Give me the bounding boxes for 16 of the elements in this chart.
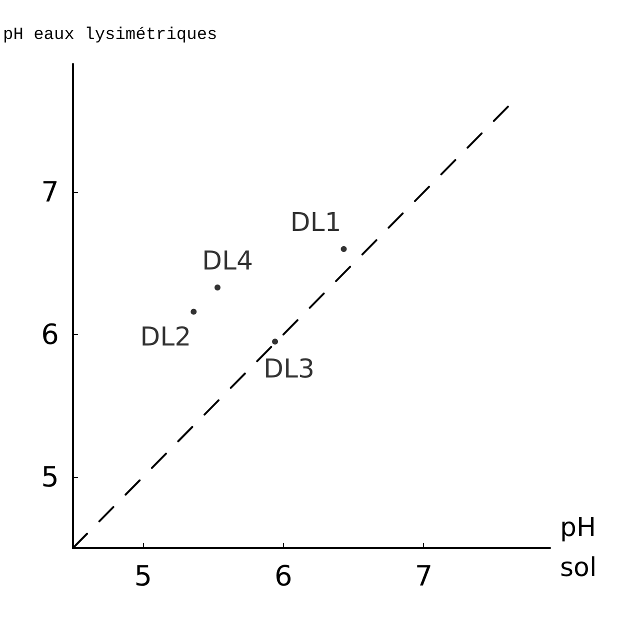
x-tick-label: 5 (134, 560, 152, 592)
point (272, 338, 278, 345)
y-axis-title: pH eaux lysimétriques (3, 26, 218, 45)
point (340, 246, 347, 252)
y-tick-label: 5 (41, 460, 59, 494)
x-tick-label: 6 (274, 560, 292, 592)
annotation: DL4 (202, 246, 254, 276)
y-tick-label: 6 (41, 318, 59, 351)
point (214, 284, 221, 290)
annotation: DL1 (290, 208, 342, 238)
x-axis-title: pH sol (560, 513, 597, 583)
y-tick-label: 7 (41, 176, 59, 209)
x-tick-label: 7 (414, 560, 433, 592)
point (190, 308, 197, 315)
annotation: DL2 (140, 322, 192, 353)
annotation: DL3 (263, 354, 315, 385)
